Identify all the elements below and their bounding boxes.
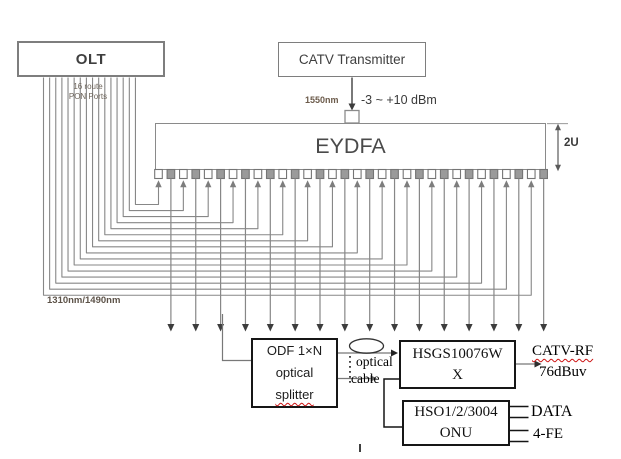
catv-drop-connector <box>344 77 360 124</box>
rf-output-arrow <box>516 360 542 368</box>
catv-wavelength-label: 1550nm <box>305 95 339 105</box>
hsgs-label-line2: X <box>452 366 463 383</box>
olt-box: OLT <box>17 41 165 77</box>
pon-ports-note-line1: 16 route <box>73 82 103 91</box>
odf-splitter-box: ODF 1×N optical splitter <box>251 338 338 408</box>
splitter-label-line1: ODF 1×N <box>266 343 323 358</box>
optical-cable-label-line2: cable <box>351 371 380 386</box>
eydfa-port-row <box>154 168 548 180</box>
eydfa-label: EYDFA <box>315 134 386 158</box>
splitter-label-line3: splitter <box>275 387 314 402</box>
optical-cable-label-line1: optical <box>356 354 393 369</box>
onu-fe-port-label: 4-FE <box>533 426 563 442</box>
eydfa-box: EYDFA <box>155 123 546 170</box>
eydfa-output-lines <box>167 178 548 332</box>
onu-port-stubs <box>510 405 529 443</box>
pon-ports-note-line2: PON Ports <box>68 91 108 101</box>
onu-data-port-label: DATA <box>531 403 573 420</box>
pon-wavelengths-label: 1310nm/1490nm <box>47 295 121 306</box>
catv-power-range-label: -3 ~ +10 dBm <box>361 93 437 107</box>
onu-label-line2: ONU <box>439 425 473 441</box>
olt-input-lines <box>42 77 535 296</box>
eydfa-height-label: 2U <box>564 137 579 149</box>
pon-ports-note: 16 route PON Ports <box>48 82 128 101</box>
onu-label-line1: HSO1/2/3004 <box>414 404 498 420</box>
catv-transmitter-label: CATV Transmitter <box>298 52 406 67</box>
hsgs-wdm-box: HSGS10076W X <box>399 340 516 389</box>
hsgs-label-line1: HSGS10076W <box>412 345 503 362</box>
splitter-label-line2: optical <box>275 365 314 380</box>
onu-box: HSO1/2/3004 ONU <box>402 400 510 446</box>
catv-transmitter-box: CATV Transmitter <box>278 42 426 77</box>
splitter-feed-line <box>221 314 251 362</box>
catv-rf-output-label: CATV-RF <box>532 343 594 359</box>
rf-level-label: 76dBuv <box>539 364 587 380</box>
olt-label: OLT <box>75 50 107 68</box>
